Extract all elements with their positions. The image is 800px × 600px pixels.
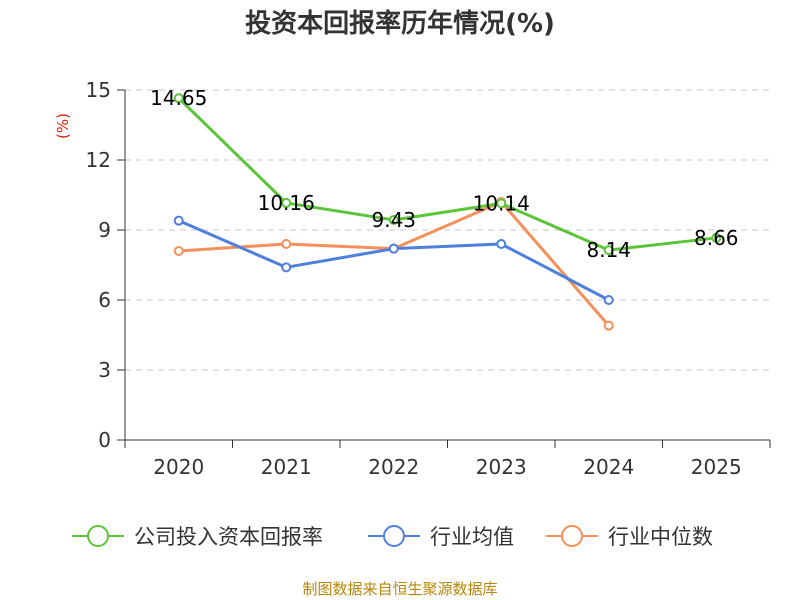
legend-marker — [383, 525, 405, 547]
x-tick-label: 2023 — [476, 455, 527, 479]
legend-label: 公司投入资本回报率 — [134, 525, 323, 549]
data-point — [281, 197, 292, 208]
data-point — [388, 243, 399, 254]
x-tick-label: 2024 — [583, 455, 634, 479]
data-label: 10.16 — [258, 191, 315, 215]
series-layer — [173, 93, 722, 331]
data-point — [173, 215, 184, 226]
series-line — [178, 219, 610, 302]
data-label: 9.43 — [371, 208, 416, 232]
data-label: 14.65 — [150, 86, 207, 110]
data-point — [388, 214, 399, 225]
y-tick-label: 3 — [98, 358, 111, 382]
source-note: 制图数据来自恒生聚源数据库 — [302, 580, 497, 598]
axes: 0 3 6 9 12 15 2020 2021 2022 2023 2024 2025 — [86, 78, 771, 479]
y-tick-label: 12 — [86, 148, 111, 172]
data-point — [281, 262, 292, 273]
y-tick-label: 0 — [98, 428, 111, 452]
chart-title: 投资本回报率历年情况(%) — [245, 8, 555, 39]
legend-item-2[interactable]: 行业中位数 — [546, 525, 713, 549]
data-point — [711, 232, 722, 243]
series-1 — [173, 215, 614, 305]
legend-label: 行业中位数 — [608, 525, 713, 549]
data-point — [603, 295, 614, 305]
series-0 — [173, 93, 722, 256]
data-point — [173, 246, 184, 256]
data-label: 10.14 — [473, 191, 530, 215]
data-point — [496, 239, 507, 249]
data-point — [603, 245, 614, 256]
y-tick-label: 6 — [98, 288, 111, 312]
x-tick-label: 2025 — [691, 455, 742, 479]
data-point — [173, 93, 184, 104]
data-point — [603, 320, 614, 331]
data-point — [281, 239, 292, 249]
legend-marker — [561, 525, 583, 547]
data-point — [496, 198, 507, 209]
x-tick-label: 2021 — [261, 455, 312, 479]
data-label: 8.66 — [694, 226, 739, 250]
grid-lines — [125, 89, 770, 371]
data-labels: 14.65 10.16 9.43 10.14 8.14 8.66 — [150, 86, 738, 262]
y-axis-label: (%) — [54, 113, 72, 139]
legend-item-0[interactable]: 公司投入资本回报率 — [72, 525, 323, 549]
series-line — [177, 97, 717, 252]
y-tick-label: 9 — [98, 218, 111, 242]
y-tick-label: 15 — [86, 78, 111, 102]
legend-label: 行业均值 — [430, 525, 514, 549]
legend-marker — [87, 525, 109, 547]
legend-item-1[interactable]: 行业均值 — [368, 525, 514, 549]
x-tick-label: 2022 — [368, 455, 419, 479]
legend[interactable]: 公司投入资本回报率 行业均值 行业中位数 — [72, 525, 713, 549]
data-label: 8.14 — [586, 238, 631, 262]
x-tick-label: 2020 — [153, 455, 204, 479]
